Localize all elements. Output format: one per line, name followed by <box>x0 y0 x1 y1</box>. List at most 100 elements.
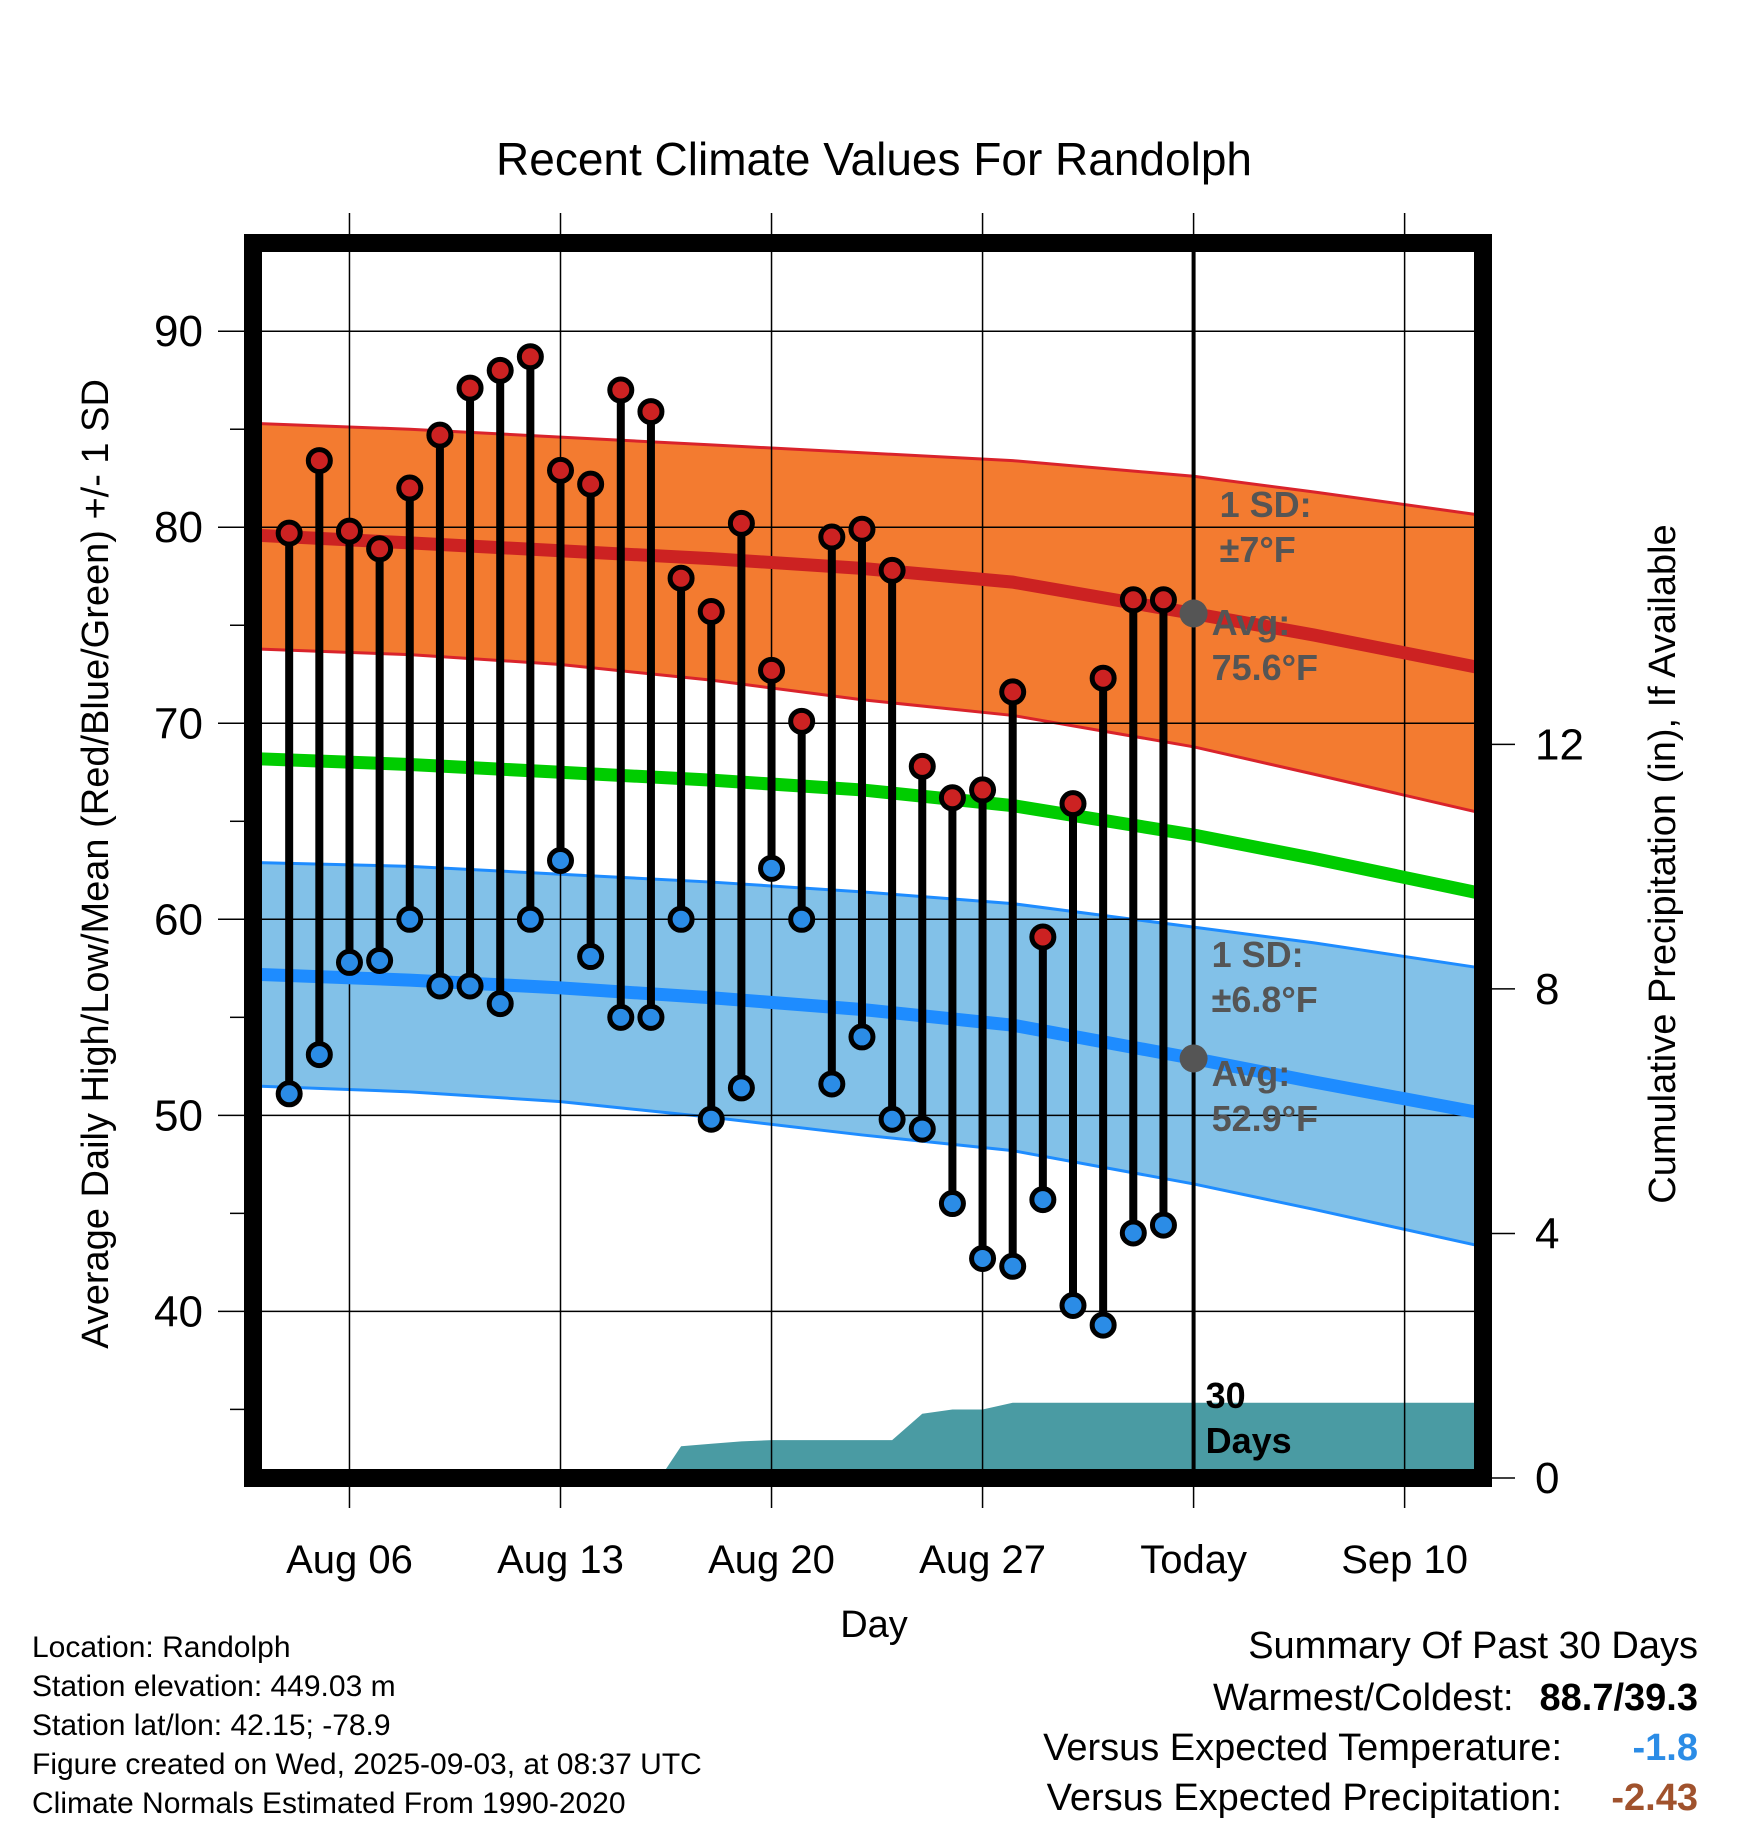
today-low-avg-point <box>1179 1044 1208 1073</box>
y-tick-label: 70 <box>154 699 203 748</box>
warmest-label: Warmest/Coldest: <box>1212 1677 1514 1719</box>
daily-high-point <box>275 519 303 547</box>
daily-low-point <box>667 905 695 933</box>
daily-high-point <box>727 509 755 537</box>
daily-low-point <box>727 1074 755 1102</box>
high-sd-band-upper-edge <box>252 421 1484 517</box>
daily-high-point <box>1149 586 1177 614</box>
daily-high-point <box>305 447 333 475</box>
y2-tick-label: 8 <box>1535 965 1559 1014</box>
daily-low-point <box>999 1252 1027 1280</box>
low-sd-label: 1 SD: <box>1212 934 1304 975</box>
y-tick-label: 50 <box>154 1091 203 1140</box>
daily-high-point <box>818 523 846 551</box>
daily-low-point <box>1029 1186 1057 1214</box>
normals-text: Climate Normals Estimated From 1990-2020 <box>32 1787 626 1820</box>
x-tick-label: Today <box>1140 1538 1247 1582</box>
elevation-text: Station elevation: 449.03 m <box>32 1670 396 1703</box>
daily-high-point <box>878 556 906 584</box>
daily-high-point <box>607 376 635 404</box>
daily-high-point <box>456 374 484 402</box>
warmest-value: 88.7/39.3 <box>1539 1677 1698 1719</box>
daily-high-point <box>969 776 997 804</box>
y-tick-label: 40 <box>154 1287 203 1336</box>
x-tick-label: Aug 06 <box>286 1538 413 1582</box>
daily-low-point <box>275 1080 303 1108</box>
daily-low-point <box>366 946 394 974</box>
x-tick-label: Sep 10 <box>1341 1538 1468 1582</box>
x-tick-label: Aug 27 <box>919 1538 1046 1582</box>
summary-heading: Summary Of Past 30 Days <box>1248 1625 1698 1667</box>
high-sd-value: ±7°F <box>1220 529 1296 570</box>
daily-low-point <box>697 1105 725 1133</box>
temp-value: -1.8 <box>1632 1727 1698 1769</box>
low-sd-band-lower-edge <box>252 1084 1484 1249</box>
y-tick-label: 60 <box>154 895 203 944</box>
high-avg-label: Avg: <box>1212 602 1291 643</box>
daily-high-point <box>366 535 394 563</box>
daily-high-point <box>1029 923 1057 951</box>
daily-low-point <box>1119 1219 1147 1247</box>
daily-high-point <box>758 656 786 684</box>
days-label-number: 30 <box>1206 1375 1246 1416</box>
low-avg-label: Avg: <box>1212 1053 1291 1094</box>
daily-low-point <box>938 1190 966 1218</box>
x-tick-label: Aug 20 <box>708 1538 835 1582</box>
high-sd-label: 1 SD: <box>1220 484 1312 525</box>
low-avg-value: 52.9°F <box>1212 1098 1318 1139</box>
daily-low-point <box>1149 1211 1177 1239</box>
low-sd-value: ±6.8°F <box>1212 979 1318 1020</box>
days-label-word: Days <box>1206 1420 1292 1461</box>
plot-frame <box>244 234 1492 1487</box>
daily-high-point <box>335 517 363 545</box>
daily-low-point <box>1089 1311 1117 1339</box>
daily-high-point <box>908 752 936 780</box>
chart-title: Recent Climate Values For Randolph <box>496 133 1252 185</box>
latlon-text: Station lat/lon: 42.15; -78.9 <box>32 1709 391 1742</box>
precip-label: Versus Expected Precipitation: <box>1046 1777 1562 1819</box>
daily-low-point <box>516 905 544 933</box>
daily-low-point <box>818 1070 846 1098</box>
high-avg-value: 75.6°F <box>1212 647 1318 688</box>
daily-low-point <box>577 943 605 971</box>
summary-precip-row: Versus Expected Precipitation: -2.43 <box>1047 1777 1698 1820</box>
y2-tick-label: 12 <box>1535 720 1584 769</box>
daily-low-point <box>335 948 363 976</box>
daily-high-point <box>848 515 876 543</box>
location-text: Location: Randolph <box>32 1631 291 1664</box>
daily-low-point <box>486 990 514 1018</box>
daily-high-point <box>999 678 1027 706</box>
daily-high-point <box>788 707 816 735</box>
x-tick-label: Aug 13 <box>497 1538 624 1582</box>
daily-high-point <box>637 398 665 426</box>
daily-low-point <box>426 972 454 1000</box>
daily-high-point <box>697 598 725 626</box>
daily-low-point <box>758 854 786 882</box>
y2-axis-label: Cumulative Precipitation (in), If Availa… <box>1642 524 1684 1203</box>
daily-low-point <box>848 1023 876 1051</box>
y2-tick-label: 4 <box>1535 1209 1559 1258</box>
daily-low-point <box>637 1003 665 1031</box>
daily-low-point <box>1059 1291 1087 1319</box>
daily-low-point <box>969 1244 997 1272</box>
temp-label: Versus Expected Temperature: <box>1043 1727 1562 1769</box>
daily-high-point <box>1089 664 1117 692</box>
daily-high-point <box>486 356 514 384</box>
daily-high-point <box>1059 790 1087 818</box>
summary-temp-row: Versus Expected Temperature: -1.8 <box>1043 1727 1698 1770</box>
y-tick-label: 80 <box>154 503 203 552</box>
daily-low-point <box>396 905 424 933</box>
y2-tick-label: 0 <box>1535 1454 1559 1503</box>
daily-high-point <box>516 343 544 371</box>
y-tick-label: 90 <box>154 307 203 356</box>
daily-low-point <box>607 1003 635 1031</box>
daily-high-point <box>547 456 574 484</box>
daily-low-point <box>456 972 484 1000</box>
daily-low-point <box>878 1105 906 1133</box>
daily-low-point <box>908 1115 936 1143</box>
x-axis-label: Day <box>840 1604 908 1646</box>
precip-value: -2.43 <box>1611 1777 1698 1819</box>
daily-high-point <box>1119 586 1147 614</box>
